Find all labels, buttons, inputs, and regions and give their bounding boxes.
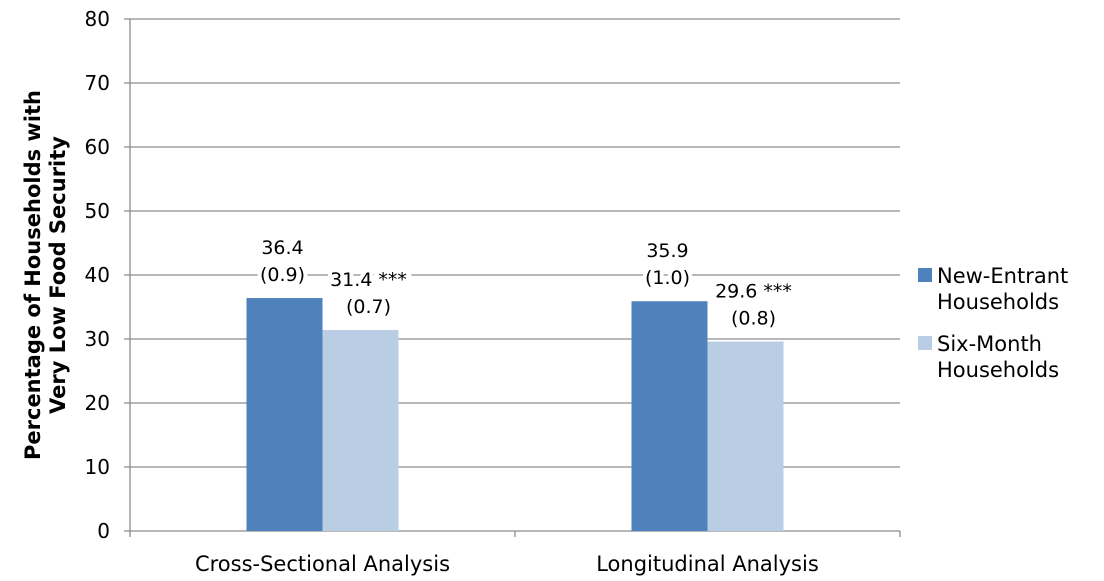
y-tick-label: 50 <box>85 199 110 223</box>
data-label-value: 29.6 *** <box>715 281 792 303</box>
y-axis-title-line: Percentage of Households with <box>21 90 45 460</box>
category-label: Cross-Sectional Analysis <box>195 552 450 576</box>
y-tick-label: 60 <box>85 135 110 159</box>
bars <box>246 298 784 531</box>
y-tick-label: 40 <box>85 263 110 287</box>
category-labels: Cross-Sectional Analysis Longitudinal Ana… <box>195 552 819 576</box>
y-axis-title: Percentage of Households withVery Low Fo… <box>21 90 70 460</box>
bar <box>707 341 784 531</box>
y-tick-label: 80 <box>85 7 110 31</box>
y-tick-label: 30 <box>85 327 110 351</box>
legend-swatch <box>918 268 932 282</box>
legend-label: Households <box>937 290 1059 314</box>
bar <box>246 298 323 531</box>
legend-label: Six-Month <box>937 332 1042 356</box>
data-label-se: (0.9) <box>260 264 305 286</box>
legend-swatch <box>918 336 932 350</box>
legend-label: New-Entrant <box>937 264 1068 288</box>
data-label-value: 36.4 <box>261 237 303 259</box>
data-label-se: (0.7) <box>346 296 391 318</box>
y-axis-title-line: Very Low Food Security <box>46 136 70 414</box>
data-label-se: (1.0) <box>645 267 690 289</box>
y-tick-label: 70 <box>85 71 110 95</box>
y-tick-labels: 0 10 20 30 40 50 60 70 80 <box>85 7 110 543</box>
y-tick-label: 0 <box>97 519 110 543</box>
bar <box>322 330 399 531</box>
y-tick-label: 10 <box>85 455 110 479</box>
data-label-se: (0.8) <box>731 308 776 330</box>
y-tick-label: 20 <box>85 391 110 415</box>
bar <box>631 301 708 531</box>
data-label-value: 31.4 *** <box>330 269 407 291</box>
category-label: Longitudinal Analysis <box>596 552 819 576</box>
gridlines <box>124 18 901 537</box>
data-label-value: 35.9 <box>646 240 688 262</box>
data-labels: 36.4 (0.9) 31.4 *** (0.7) 35.9 (1.0) 29.6 *** (… <box>256 233 796 334</box>
legend-label: Households <box>937 358 1059 382</box>
